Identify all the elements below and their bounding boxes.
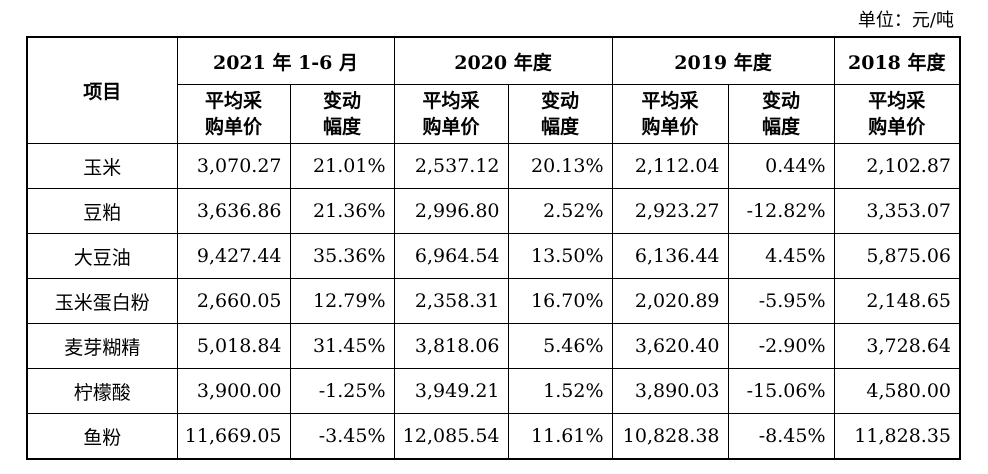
cell-value: 2,358.31 bbox=[393, 278, 509, 324]
cell-value: 3,818.06 bbox=[393, 323, 509, 369]
cell-value: 6,964.54 bbox=[393, 233, 509, 279]
cell-value: 12,085.54 bbox=[393, 413, 509, 460]
price-header: 平均采 购单价 bbox=[833, 84, 961, 144]
cell-value: 3,728.64 bbox=[833, 323, 961, 369]
cell-value: 2,112.04 bbox=[611, 143, 729, 189]
cell-value: 11,669.05 bbox=[176, 413, 291, 460]
cell-value: 3,900.00 bbox=[176, 368, 291, 414]
cell-value: 11.61% bbox=[507, 413, 613, 460]
change-header: 变动 幅度 bbox=[289, 84, 395, 144]
cell-value: 2,102.87 bbox=[833, 143, 961, 189]
cell-value: -8.45% bbox=[727, 413, 835, 460]
table-row: 鱼粉 11,669.05 -3.45% 12,085.54 11.61% 10,… bbox=[26, 413, 961, 460]
cell-value: 16.70% bbox=[507, 278, 613, 324]
period-header-2020: 2020 年度 bbox=[393, 36, 613, 85]
purchase-price-table: 项目 2021 年 1-6 月 2020 年度 2019 年度 2018 年度 … bbox=[26, 36, 961, 460]
cell-value: 3,070.27 bbox=[176, 143, 291, 189]
cell-value: 3,949.21 bbox=[393, 368, 509, 414]
cell-value: -5.95% bbox=[727, 278, 835, 324]
cell-value: 2,537.12 bbox=[393, 143, 509, 189]
row-name: 柠檬酸 bbox=[26, 368, 178, 414]
item-header: 项目 bbox=[26, 36, 178, 144]
cell-value: 2,923.27 bbox=[611, 188, 729, 234]
cell-value: 1.52% bbox=[507, 368, 613, 414]
period-header-2018: 2018 年度 bbox=[833, 36, 961, 85]
table-row: 豆粕 3,636.86 21.36% 2,996.80 2.52% 2,923.… bbox=[26, 188, 961, 234]
cell-value: 2,148.65 bbox=[833, 278, 961, 324]
cell-value: 2,020.89 bbox=[611, 278, 729, 324]
cell-value: 10,828.38 bbox=[611, 413, 729, 460]
cell-value: 12.79% bbox=[289, 278, 395, 324]
cell-value: 21.01% bbox=[289, 143, 395, 189]
unit-label: 单位：元/吨 bbox=[857, 10, 954, 31]
cell-value: 3,636.86 bbox=[176, 188, 291, 234]
row-name: 鱼粉 bbox=[26, 413, 178, 460]
change-header: 变动 幅度 bbox=[727, 84, 835, 144]
row-name: 玉米 bbox=[26, 143, 178, 189]
table-row: 玉米蛋白粉 2,660.05 12.79% 2,358.31 16.70% 2,… bbox=[26, 278, 961, 324]
table-row: 玉米 3,070.27 21.01% 2,537.12 20.13% 2,112… bbox=[26, 143, 961, 189]
cell-value: -1.25% bbox=[289, 368, 395, 414]
cell-value: 21.36% bbox=[289, 188, 395, 234]
cell-value: 31.45% bbox=[289, 323, 395, 369]
price-header: 平均采 购单价 bbox=[393, 84, 509, 144]
cell-value: 5,018.84 bbox=[176, 323, 291, 369]
cell-value: 2,996.80 bbox=[393, 188, 509, 234]
cell-value: 35.36% bbox=[289, 233, 395, 279]
table-row: 麦芽糊精 5,018.84 31.45% 3,818.06 5.46% 3,62… bbox=[26, 323, 961, 369]
row-name: 玉米蛋白粉 bbox=[26, 278, 178, 324]
cell-value: 2,660.05 bbox=[176, 278, 291, 324]
change-header: 变动 幅度 bbox=[507, 84, 613, 144]
table-row: 柠檬酸 3,900.00 -1.25% 3,949.21 1.52% 3,890… bbox=[26, 368, 961, 414]
row-name: 豆粕 bbox=[26, 188, 178, 234]
cell-value: -12.82% bbox=[727, 188, 835, 234]
cell-value: 3,890.03 bbox=[611, 368, 729, 414]
cell-value: -3.45% bbox=[289, 413, 395, 460]
row-name: 大豆油 bbox=[26, 233, 178, 279]
period-header-2021h1: 2021 年 1-6 月 bbox=[176, 36, 395, 85]
period-header-2019: 2019 年度 bbox=[611, 36, 835, 85]
cell-value: 6,136.44 bbox=[611, 233, 729, 279]
row-name: 麦芽糊精 bbox=[26, 323, 178, 369]
cell-value: 9,427.44 bbox=[176, 233, 291, 279]
cell-value: 3,353.07 bbox=[833, 188, 961, 234]
price-header: 平均采 购单价 bbox=[176, 84, 291, 144]
cell-value: 4.45% bbox=[727, 233, 835, 279]
price-header: 平均采 购单价 bbox=[611, 84, 729, 144]
table-row: 大豆油 9,427.44 35.36% 6,964.54 13.50% 6,13… bbox=[26, 233, 961, 279]
cell-value: 5,875.06 bbox=[833, 233, 961, 279]
cell-value: 4,580.00 bbox=[833, 368, 961, 414]
cell-value: 5.46% bbox=[507, 323, 613, 369]
cell-value: 13.50% bbox=[507, 233, 613, 279]
cell-value: 11,828.35 bbox=[833, 413, 961, 460]
cell-value: 20.13% bbox=[507, 143, 613, 189]
cell-value: 3,620.40 bbox=[611, 323, 729, 369]
cell-value: -15.06% bbox=[727, 368, 835, 414]
cell-value: -2.90% bbox=[727, 323, 835, 369]
cell-value: 2.52% bbox=[507, 188, 613, 234]
cell-value: 0.44% bbox=[727, 143, 835, 189]
table-body: 玉米 3,070.27 21.01% 2,537.12 20.13% 2,112… bbox=[26, 143, 961, 460]
